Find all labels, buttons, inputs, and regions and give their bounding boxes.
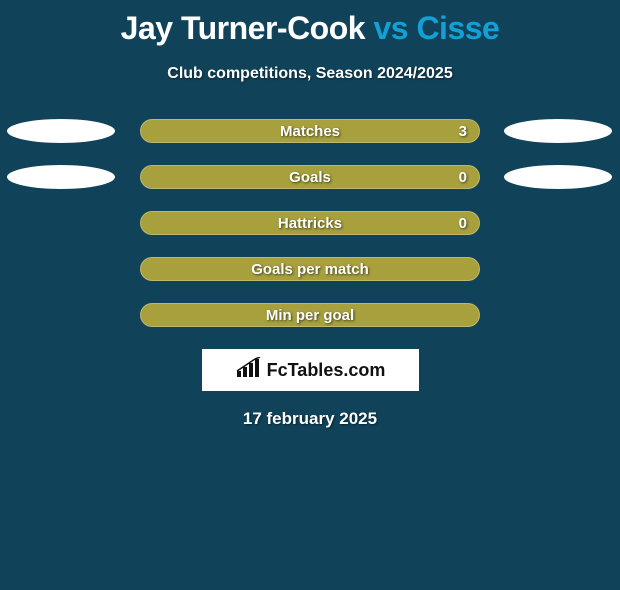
vs-text: vs xyxy=(373,10,408,46)
right-ellipse xyxy=(504,119,612,143)
stat-bar: Goals 0 xyxy=(140,165,480,189)
stat-row: Matches 3 xyxy=(0,119,620,143)
left-ellipse xyxy=(7,165,115,189)
source-text: FcTables.com xyxy=(267,360,386,381)
bar-chart-icon xyxy=(235,357,261,384)
stat-row: Goals per match xyxy=(0,257,620,281)
stat-value: 3 xyxy=(459,123,467,140)
stat-bar: Goals per match xyxy=(140,257,480,281)
stat-value: 0 xyxy=(459,169,467,186)
stat-bar: Matches 3 xyxy=(140,119,480,143)
player1-name: Jay Turner-Cook xyxy=(121,10,365,46)
subtitle: Club competitions, Season 2024/2025 xyxy=(0,65,620,83)
date: 17 february 2025 xyxy=(0,409,620,429)
stat-label: Goals per match xyxy=(141,261,479,278)
stat-row: Min per goal xyxy=(0,303,620,327)
left-ellipse xyxy=(7,119,115,143)
stat-label: Min per goal xyxy=(141,307,479,324)
stat-label: Matches xyxy=(141,123,479,140)
stats-container: Matches 3 Goals 0 Hattricks 0 Goals per … xyxy=(0,119,620,327)
right-ellipse xyxy=(504,165,612,189)
stat-label: Goals xyxy=(141,169,479,186)
stat-label: Hattricks xyxy=(141,215,479,232)
stat-row: Goals 0 xyxy=(0,165,620,189)
stat-row: Hattricks 0 xyxy=(0,211,620,235)
stat-bar: Hattricks 0 xyxy=(140,211,480,235)
source-badge: FcTables.com xyxy=(202,349,419,391)
stat-value: 0 xyxy=(459,215,467,232)
stat-bar: Min per goal xyxy=(140,303,480,327)
player2-name: Cisse xyxy=(416,10,499,46)
comparison-title: Jay Turner-Cook vs Cisse xyxy=(0,10,620,47)
